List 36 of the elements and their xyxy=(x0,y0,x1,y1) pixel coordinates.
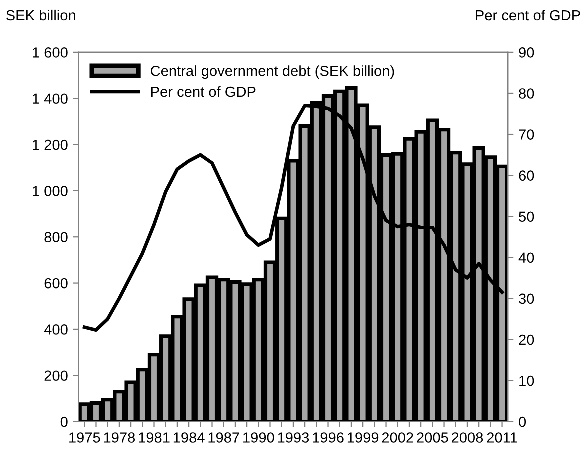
y2-tick-label: 60 xyxy=(519,170,534,181)
x-tick-label: 1990 xyxy=(244,432,274,443)
y2-tick-label: 50 xyxy=(519,212,534,222)
x-tick-label: 1981 xyxy=(139,432,170,443)
y-tick-label: 200 xyxy=(44,370,68,382)
y-tick-label: 400 xyxy=(44,324,68,335)
y-tick-label: 1 600 xyxy=(33,48,68,58)
x-tick-label: 2002 xyxy=(382,432,414,443)
x-tick-label: 1993 xyxy=(278,432,310,443)
y-tick-label: 800 xyxy=(44,232,68,243)
legend-label: Per cent of GDP xyxy=(151,86,256,98)
x-tick-label: 2011 xyxy=(487,432,518,443)
y2-tick-label: 0 xyxy=(519,416,526,428)
y-tick-label: 1 000 xyxy=(33,186,68,196)
y2-tick-label: 80 xyxy=(519,88,534,99)
y2-axis-title: Per cent of GDP xyxy=(476,10,580,21)
x-tick-label: 2008 xyxy=(452,432,484,443)
y-axis-title: SEK billion xyxy=(6,10,76,21)
y-tick-label: 1 400 xyxy=(33,94,68,104)
y2-tick-label: 20 xyxy=(519,334,534,346)
y2-tick-label: 30 xyxy=(519,294,534,304)
y-tick-label: 0 xyxy=(60,416,68,428)
y-tick-label: 600 xyxy=(44,278,68,289)
y2-tick-label: 70 xyxy=(519,130,534,140)
x-tick-label: 1999 xyxy=(348,432,379,443)
x-tick-label: 2005 xyxy=(417,432,448,443)
y2-tick-label: 40 xyxy=(518,252,534,264)
x-tick-label: 1978 xyxy=(104,432,136,443)
x-tick-label: 1996 xyxy=(313,432,344,443)
x-tick-label: 1984 xyxy=(174,432,205,443)
y2-tick-label: 10 xyxy=(520,376,534,386)
x-tick-label: 1975 xyxy=(70,432,100,443)
legend-label: Central government debt (SEK billion) xyxy=(151,66,394,80)
y2-tick-label: 90 xyxy=(519,48,534,58)
x-tick-label: 1987 xyxy=(208,432,240,443)
y-tick-label: 1 200 xyxy=(33,140,68,150)
